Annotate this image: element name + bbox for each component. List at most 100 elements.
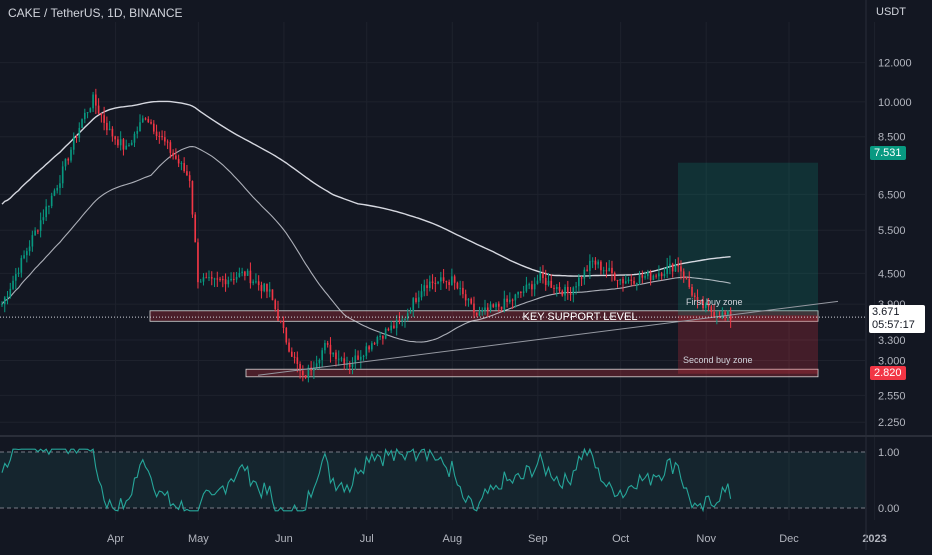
candle-body (495, 303, 497, 307)
candle-body (150, 122, 152, 124)
time-axis-label: Jun (275, 533, 293, 545)
candle-body (497, 303, 500, 307)
candle-body (299, 363, 301, 371)
candle-body (616, 279, 619, 281)
candle-body (464, 294, 467, 301)
oscillator-band (0, 452, 866, 508)
annotations: KEY SUPPORT LEVEL First buy zone Second bu… (0, 297, 866, 376)
candle-body (693, 295, 696, 297)
zones (149, 162, 819, 378)
symbol-title[interactable]: CAKE / TetherUS, 1D, BINANCE (8, 6, 183, 20)
price-axis-label: 8.500 (878, 132, 906, 144)
oscillator-pane (0, 447, 866, 513)
time-axis-label: Oct (612, 533, 629, 545)
candle-body (591, 260, 594, 262)
candle-body (484, 307, 486, 310)
candle-body (97, 105, 100, 114)
candle-body (266, 283, 268, 292)
candle-body (354, 355, 357, 364)
candle-body (489, 304, 492, 311)
candle-body (395, 320, 398, 329)
candle-body (473, 303, 475, 313)
candle-body (630, 279, 633, 281)
candle-body (48, 206, 50, 208)
candle-body (348, 363, 351, 367)
candle-body (434, 283, 437, 285)
candle-body (34, 230, 36, 236)
candle-body (440, 277, 442, 282)
candle-body (409, 311, 412, 314)
candle-body (649, 271, 652, 281)
candle-body (417, 297, 420, 302)
time-axis-label: Aug (442, 533, 462, 545)
price-axis-label: 2.250 (878, 417, 906, 429)
second-buy-label: Second buy zone (683, 355, 753, 365)
candle-body (564, 286, 566, 296)
candle-body (420, 291, 423, 298)
candle-body (481, 309, 484, 313)
candle-body (470, 298, 473, 304)
price-axis-label: 3.300 (878, 335, 906, 347)
candle-body (682, 271, 685, 279)
candle-body (194, 214, 197, 243)
candle-body (611, 267, 613, 274)
candle-body (6, 296, 9, 298)
first-buy-label: First buy zone (686, 297, 743, 307)
candle-body (28, 246, 31, 252)
candle-body (666, 266, 668, 274)
candle-body (566, 286, 569, 294)
candle-body (638, 275, 641, 283)
second-buy-zone (245, 368, 819, 378)
candle-body (274, 300, 277, 310)
candle-body (550, 280, 553, 288)
candle-body (141, 118, 144, 123)
candle-body (671, 263, 674, 272)
candle-body (387, 328, 390, 331)
time-axis-label: Dec (779, 533, 799, 545)
candle-body (627, 279, 630, 282)
candle-body (542, 272, 544, 278)
candle-body (133, 133, 136, 143)
candle-body (230, 278, 232, 281)
candle-body (362, 355, 365, 357)
oscillator-line (1, 447, 732, 513)
candle-body (398, 320, 401, 322)
candle-body (183, 163, 185, 172)
candle-body (166, 141, 169, 143)
candle-body (442, 277, 445, 282)
candle-body (255, 281, 257, 283)
candle-body (324, 343, 326, 351)
candle-body (282, 321, 285, 328)
candle-body (500, 306, 503, 310)
candle-body (45, 206, 47, 218)
candle-body (208, 277, 210, 279)
candle-body (271, 289, 274, 301)
candle-body (376, 336, 379, 344)
time-axis-label: May (188, 533, 209, 545)
stop-loss-area (678, 315, 818, 374)
candle-body (677, 264, 680, 267)
candle-body (641, 275, 644, 278)
candle-body (103, 115, 105, 123)
candle-body (235, 276, 238, 280)
candle-body (252, 281, 254, 284)
candle-body (525, 284, 528, 292)
moving-averages (1, 100, 731, 343)
candle-body (547, 280, 550, 285)
candle-body (382, 335, 384, 339)
candle-body (613, 273, 616, 280)
price-axis-label: 6.500 (878, 189, 906, 201)
candle-body (335, 352, 337, 360)
candle-body (580, 277, 583, 279)
candle-body (357, 355, 359, 360)
candle-body (257, 281, 260, 286)
candle-body (130, 142, 133, 146)
candle-body (89, 108, 92, 113)
candle-body (244, 271, 246, 276)
candle-body (589, 260, 591, 271)
candle-body (688, 278, 691, 287)
candle-body (95, 94, 97, 106)
candle-body (177, 158, 180, 164)
